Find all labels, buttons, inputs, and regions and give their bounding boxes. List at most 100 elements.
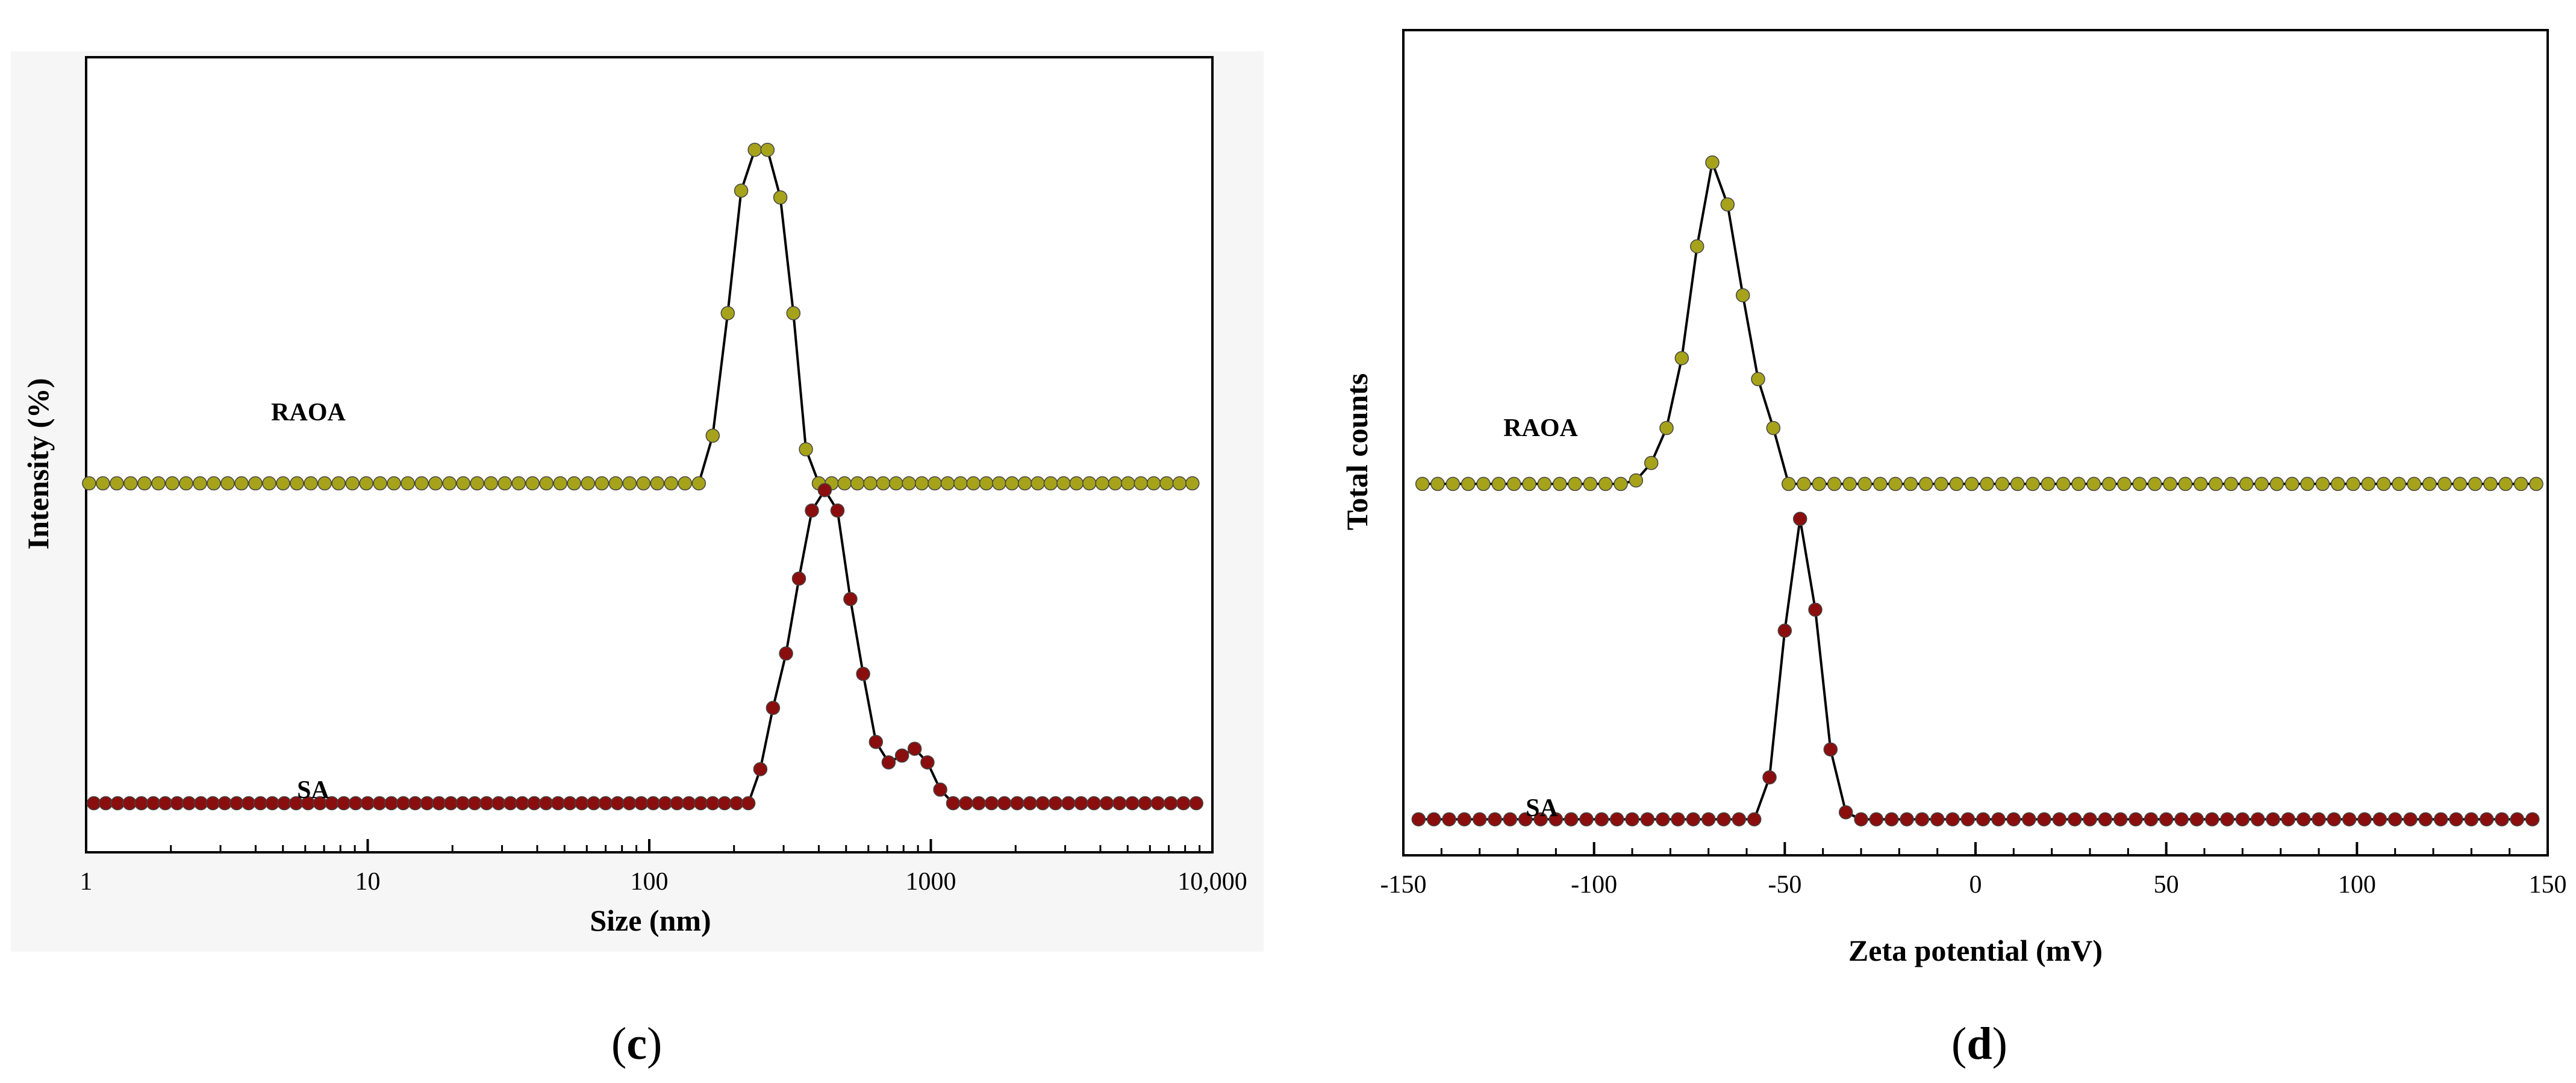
data-point-raoa [2224,476,2239,492]
data-point-sa [527,796,541,811]
data-point-raoa [414,476,429,491]
data-point-raoa [207,476,221,491]
data-point-raoa [2315,476,2330,492]
data-point-sa [337,796,351,811]
data-point-sa [766,701,781,716]
data-point-raoa [2346,476,2360,492]
data-point-sa [2250,812,2265,826]
data-point-raoa [567,476,581,491]
data-point-raoa [1827,476,1842,492]
data-point-sa [622,796,637,811]
data-point-sa [1138,796,1152,811]
data-point-raoa [1506,476,1521,492]
panel-d-chart: -150 -100 -50 0 50 100 150 Zeta potential (mV)… [1340,29,2567,967]
data-point-sa [658,796,673,811]
data-point-sa [575,796,589,811]
data-point-sa [1411,812,1426,826]
data-point-raoa [2422,476,2437,492]
data-point-sa [2204,812,2219,826]
data-point-sa [420,796,434,811]
data-point-raoa [1095,476,1109,491]
data-point-raoa [2041,476,2056,492]
data-point-raoa [1689,239,1704,254]
data-point-sa [241,796,256,811]
data-point-raoa [1185,476,1200,491]
data-point-raoa [747,142,762,157]
panel-d-x-tick-labels: -150 -100 -50 0 50 100 150 [1380,871,2567,899]
data-point-sa [1150,796,1165,811]
data-point-sa [538,796,554,811]
data-point-sa [598,796,613,811]
data-point-sa [610,796,625,811]
data-point-sa [705,796,720,811]
data-point-sa [2113,812,2128,826]
data-point-sa [881,755,896,770]
data-point-raoa [179,476,193,491]
data-point-raoa [151,476,166,491]
data-point-raoa [1069,476,1084,491]
data-point-raoa [928,476,942,491]
data-point-raoa [1134,476,1149,491]
data-point-sa [98,796,113,811]
data-point-sa [2403,812,2418,826]
data-point-raoa [2300,476,2315,492]
data-point-raoa [1172,476,1187,491]
data-point-sa [1125,796,1140,811]
panel-d-x-tick-label: -150 [1380,871,1427,899]
data-point-raoa [1980,476,1994,492]
panel-c-series [82,142,1203,811]
data-point-sa [1074,796,1088,811]
data-point-raoa [678,476,693,491]
data-point-raoa [1430,476,1445,492]
data-point-raoa [1614,476,1628,492]
data-point-sa [193,796,208,811]
data-point-sa [265,796,279,811]
data-point-raoa [2132,476,2147,492]
data-point-raoa [1476,476,1491,492]
data-point-raoa [96,476,110,491]
data-point-raoa [2468,476,2483,492]
data-point-raoa [664,476,679,491]
data-point-sa [1884,812,1899,826]
data-point-raoa [650,476,665,491]
data-point-sa [1442,812,1456,826]
data-point-sa [856,667,870,681]
data-point-raoa [2026,476,2040,492]
data-point-raoa [137,476,152,491]
data-point-raoa [1121,476,1135,491]
data-point-sa [110,796,125,811]
data-point-raoa [1043,476,1058,491]
data-point-raoa [2178,476,2193,492]
data-point-sa [550,796,566,811]
data-point-raoa [387,476,401,491]
data-point-sa [1099,796,1114,811]
data-point-raoa [2529,476,2543,492]
data-point-raoa [1522,476,1536,492]
data-point-sa [894,748,909,763]
panel-d-plot-frame [1402,29,2549,857]
data-point-sa [229,796,244,811]
data-point-raoa [1720,197,1735,212]
data-point-sa [1777,623,1792,638]
data-point-sa [253,796,268,811]
data-point-raoa [1491,476,1506,492]
data-point-sa [1930,812,1945,826]
data-point-raoa [539,476,554,491]
data-point-raoa [2209,476,2223,492]
data-point-sa [1915,812,1930,826]
data-point-raoa [1005,476,1020,491]
data-point-raoa [248,476,263,491]
data-point-raoa [608,476,623,491]
data-point-raoa [1082,476,1097,491]
data-point-sa [503,796,518,811]
data-point-sa [2372,812,2387,826]
data-point-sa [2296,812,2311,826]
data-point-sa [2449,812,2463,826]
data-point-raoa [401,476,415,491]
data-point-sa [1747,812,1762,826]
data-point-sa [277,796,292,811]
data-point-sa [432,796,446,811]
data-point-sa [646,796,661,811]
data-point-raoa [1857,476,1873,492]
data-point-raoa [2147,476,2162,492]
